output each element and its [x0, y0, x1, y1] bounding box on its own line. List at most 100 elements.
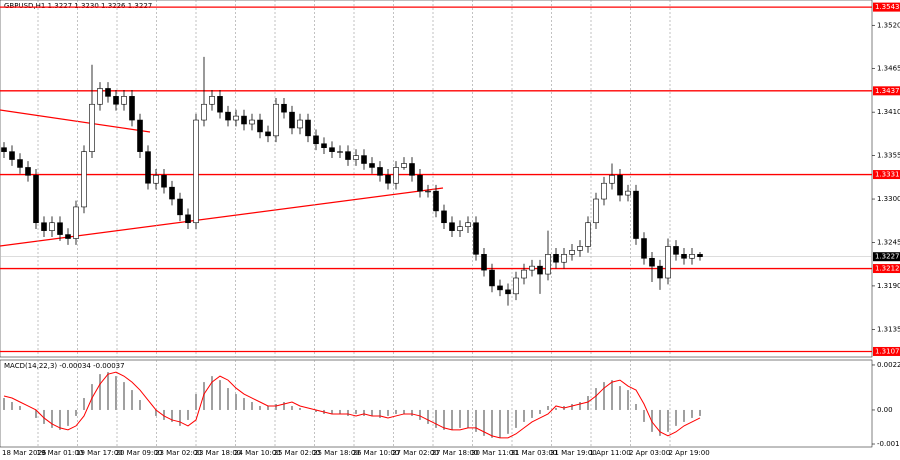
y-tick-label: 1.3245	[877, 238, 900, 246]
x-tick-label: 25 Mar 18:00	[313, 449, 360, 457]
candle-body	[497, 285, 503, 291]
candle-body	[521, 269, 527, 279]
candle-body	[649, 257, 655, 267]
level-box	[873, 170, 900, 180]
x-tick-label: 18 Mar 2026	[2, 449, 47, 457]
candle-body	[305, 119, 311, 137]
price-text: 1.3227	[875, 253, 900, 261]
candle-body	[225, 111, 231, 121]
candle-body	[593, 198, 599, 224]
candle-body	[217, 96, 223, 113]
candle-body	[697, 254, 703, 257]
level-box	[873, 346, 900, 356]
candle-body	[529, 265, 535, 271]
candle-body	[361, 155, 367, 164]
candle-body	[585, 222, 591, 247]
candle-body	[441, 210, 447, 224]
x-tick-label: 24 Mar 10:00	[234, 449, 281, 457]
x-tick-label: 26 Mar 10:00	[353, 449, 400, 457]
y-tick-label: 1.3465	[877, 65, 900, 73]
candle-body	[617, 175, 623, 196]
price-box	[873, 252, 900, 262]
candle-body	[481, 254, 487, 271]
x-tick-label: 27 Mar 02:00	[392, 449, 439, 457]
candle-body	[489, 269, 495, 287]
candle-body	[257, 119, 263, 133]
y-tick-label: 1.3190	[877, 282, 900, 290]
candle-body	[129, 96, 135, 121]
candle-body	[505, 289, 511, 295]
x-tick-label: 2 Apr 03:00	[629, 449, 670, 457]
y2-tick-label: 0.00	[877, 406, 893, 414]
price-label: 1.3227	[873, 252, 900, 262]
candle-body	[201, 103, 207, 121]
candle-body	[641, 238, 647, 259]
candle-body	[265, 131, 271, 137]
candle-body	[1, 147, 7, 152]
candle-body	[457, 226, 463, 231]
candle-body	[233, 115, 239, 121]
candle-body	[273, 103, 279, 137]
candle-body	[689, 254, 695, 259]
candle-body	[377, 167, 383, 176]
candle-body	[153, 175, 159, 184]
macd-panel	[0, 359, 873, 448]
candle-body	[569, 250, 575, 255]
candle-body	[609, 175, 615, 184]
candle-body	[385, 175, 391, 184]
macd-title: MACD(14,22,3) -0.00034 -0.00037	[4, 362, 125, 370]
candle-body	[169, 186, 175, 200]
candle-body	[121, 96, 127, 105]
level-text: 1.3107	[875, 347, 900, 355]
x-tick-label: 19 Mar 17:00	[76, 449, 123, 457]
candle-body	[537, 265, 543, 275]
candle-body	[417, 175, 423, 192]
candle-body	[561, 254, 567, 263]
candle-body	[313, 135, 319, 145]
candle-body	[553, 254, 559, 263]
candle-body	[73, 206, 79, 239]
candle-body	[209, 96, 215, 105]
candle-body	[113, 96, 119, 105]
level-label: 1.3331	[873, 170, 900, 180]
candle-body	[33, 175, 39, 224]
candle-body	[633, 190, 639, 239]
candle-body	[545, 254, 551, 275]
x-tick-label: 20 Mar 09:00	[116, 449, 163, 457]
candle-body	[9, 151, 15, 160]
candle-body	[681, 254, 687, 259]
candle-body	[601, 182, 607, 200]
x-tick-label: 23 Mar 02:00	[155, 449, 202, 457]
y2-tick-label: -0.00171	[877, 440, 900, 448]
y-tick-label: 1.3135	[877, 325, 900, 333]
candle-body	[345, 151, 351, 160]
candle-body	[337, 151, 343, 153]
candle-body	[473, 222, 479, 255]
x-tick-label: 1 Apr 11:00	[590, 449, 631, 457]
level-text: 1.3543	[875, 3, 900, 11]
x-tick-label: 27 Mar 18:00	[432, 449, 479, 457]
candle-body	[425, 190, 431, 193]
candle-body	[105, 88, 111, 97]
level-text: 1.3212	[875, 265, 900, 273]
candle-body	[449, 222, 455, 231]
candle-body	[401, 163, 407, 168]
candle-body	[49, 222, 55, 231]
level-label: 1.3107	[873, 346, 900, 356]
candle-body	[89, 103, 95, 152]
candle-body	[353, 155, 359, 160]
candle-body	[57, 222, 63, 235]
level-label: 1.3543	[873, 2, 900, 12]
x-tick-label: 30 Mar 11:00	[471, 449, 518, 457]
candle-body	[25, 167, 31, 176]
level-text: 1.3331	[875, 171, 900, 179]
candle-body	[41, 222, 47, 231]
x-tick-label: 2 Apr 19:00	[669, 449, 710, 457]
signal-line	[3, 371, 701, 439]
candle-body	[97, 88, 103, 105]
candle-body	[289, 111, 295, 129]
level-box	[873, 2, 900, 12]
candle-body	[249, 119, 255, 125]
candle-body	[321, 143, 327, 148]
